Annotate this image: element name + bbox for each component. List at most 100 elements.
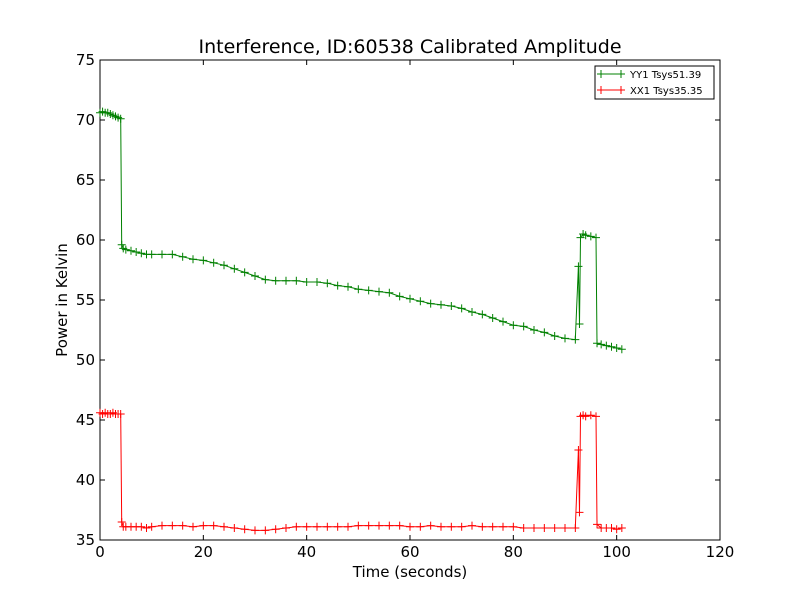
data-point [519,322,528,331]
data-point [597,340,606,349]
data-point [426,299,435,308]
data-point [323,522,332,531]
data-point [240,268,249,277]
data-point [575,508,584,517]
data-point [189,255,197,264]
data-point [292,276,301,285]
legend-label-xx1: XX1 Tsys35.35 [630,86,703,97]
data-point [313,522,321,531]
data-point [612,525,621,534]
legend-label-yy1: YY1 Tsys51.39 [629,70,701,81]
data-point [602,341,611,350]
data-point [574,262,583,271]
data-point [607,524,616,532]
data-point [142,524,151,532]
data-point [313,278,321,286]
data-point [137,522,146,531]
data-point [168,250,177,259]
data-point [127,246,135,255]
data-point [364,521,373,530]
data-point [251,526,259,535]
series-0 [96,107,626,354]
x-tick-label: 40 [297,543,316,561]
data-point [137,249,146,258]
data-point [571,335,580,344]
data-point [581,412,590,421]
data-point [468,521,476,530]
data-point [499,522,507,531]
data-point [230,264,239,273]
data-point [178,521,187,530]
data-point [240,525,249,534]
data-point [385,521,394,530]
x-tick-label: 100 [602,543,631,561]
data-point [261,275,270,284]
data-point [592,412,600,421]
data-point [406,294,414,303]
data-point [540,328,549,337]
data-point [158,250,166,259]
data-point [395,292,404,301]
data-point [117,240,126,249]
data-point [251,272,259,280]
data-point [282,524,290,532]
data-point [478,522,487,531]
data-point [550,524,559,532]
data-point [261,526,270,535]
chart-title: Interference, ID:60538 Calibrated Amplit… [198,36,621,58]
data-point [457,522,466,531]
data-point [132,248,141,256]
data-point [468,308,476,316]
series-layer [96,107,626,535]
data-point [612,344,621,352]
data-point [271,525,280,534]
data-point [116,410,125,418]
data-point [116,114,125,123]
data-point [344,522,352,531]
data-point [574,446,583,454]
data-point [209,521,218,530]
legend-entry-xx1: XX1 Tsys35.35 [597,86,703,97]
data-point [575,320,584,328]
data-point [530,326,538,334]
data-point [530,524,538,532]
x-tick-label: 80 [504,543,523,561]
data-point [121,245,130,254]
data-point [199,521,208,530]
data-point [426,521,435,530]
data-point [416,297,425,306]
series-1 [96,408,626,535]
data-point [220,522,228,531]
data-point [302,278,311,286]
data-point [168,521,177,530]
data-point [406,522,414,531]
data-point [509,522,518,531]
data-point [147,250,156,259]
data-point [447,302,456,310]
data-point [158,521,166,530]
data-point [499,317,507,326]
data-point [147,522,156,531]
data-point [271,276,280,285]
data-point [375,521,383,530]
y-tick-label: 45 [76,411,95,429]
legend-box [594,65,715,100]
data-point [209,258,218,267]
x-tick-label: 0 [95,543,105,561]
data-point [509,321,518,330]
data-point [323,279,332,288]
data-point [592,233,600,242]
data-point [488,522,497,531]
legend: YY1 Tsys51.39 XX1 Tsys35.35 [594,65,715,100]
data-point [178,252,187,261]
data-point [478,310,487,319]
data-point [333,522,342,531]
legend-marker-xx1 [597,86,625,94]
y-tick-label: 65 [76,171,95,189]
data-point [519,524,528,532]
data-point [437,300,445,309]
x-tick-label: 20 [194,543,213,561]
data-point [581,231,590,240]
data-point [540,524,549,532]
data-point [395,521,404,530]
